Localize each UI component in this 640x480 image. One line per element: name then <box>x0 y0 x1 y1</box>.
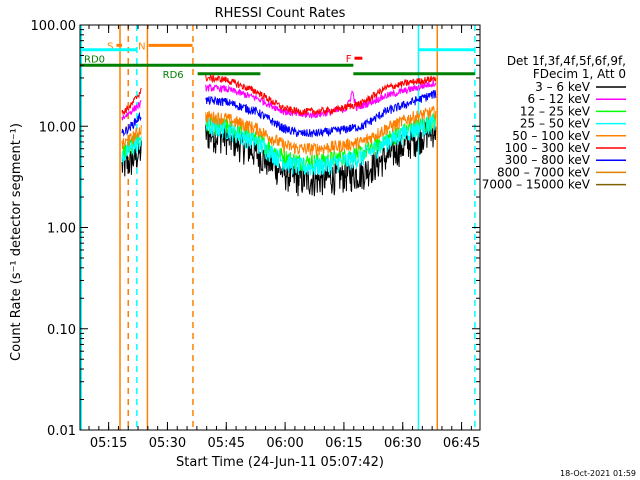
x-tick-label-2: 05:30 <box>149 436 186 451</box>
series-6-line-1 <box>121 100 142 121</box>
x-tick-label-4: 06:00 <box>266 436 303 451</box>
series-4-line-1 <box>121 125 142 150</box>
plot-background <box>80 25 480 430</box>
state-label-N: N <box>138 41 145 52</box>
legend-label-6: 100 – 300 keV <box>505 141 591 155</box>
series-1-line-2 <box>205 119 437 197</box>
legend-label-8: 800 – 7000 keV <box>497 165 591 179</box>
x-tick-label-1: 05:15 <box>90 436 127 451</box>
footer-timestamp: 18-Oct-2021 01:59 <box>560 469 636 478</box>
legend: Det 1f,3f,4f,5f,6f,9f, FDecim 1, Att 0 3… <box>482 54 626 192</box>
x-tick-label-5: 06:15 <box>325 436 362 451</box>
x-tick-label-7: 06:45 <box>443 436 480 451</box>
axes: 0.01 0.10 1.00 10.00 100.00 05:15 05:30 05:45 06… <box>31 19 481 451</box>
plot-area: S N F RD0 RD6 <box>80 25 480 430</box>
y-tick-label-2: 0.10 <box>47 323 76 338</box>
x-tick-label-3: 05:45 <box>208 436 245 451</box>
series-6-line-2 <box>205 80 437 119</box>
y-axis-label: Count Rate (s⁻¹ detector segment⁻¹) <box>9 123 24 361</box>
legend-label-2: 6 – 12 keV <box>528 92 591 106</box>
legend-label-7: 300 – 800 keV <box>505 153 591 167</box>
state-label-S: S <box>107 41 113 52</box>
y-tick-label-4: 10.00 <box>39 120 76 135</box>
series-7-line-2 <box>205 73 437 116</box>
legend-title-line-1: Det 1f,3f,4f,5f,6f,9f, <box>507 54 626 68</box>
legend-label-4: 25 – 50 keV <box>520 117 591 131</box>
y-tick-label-3: 1.00 <box>47 222 76 237</box>
legend-title-line-2: FDecim 1, Att 0 <box>533 67 626 81</box>
legend-label-9: 7000 – 15000 keV <box>482 178 591 192</box>
legend-label-3: 12 – 25 keV <box>520 104 591 118</box>
series-7-line-1 <box>121 87 142 116</box>
rd-label-rd0: RD0 <box>84 54 105 65</box>
chart-title: RHESSI Count Rates <box>215 6 346 21</box>
series-5-line-2 <box>205 89 437 138</box>
legend-label-5: 50 – 100 keV <box>512 129 591 143</box>
state-label-F: F <box>346 54 352 65</box>
legend-label-1: 3 – 6 keV <box>535 80 591 94</box>
x-tick-label-6: 06:30 <box>384 436 421 451</box>
rd-label-rd6: RD6 <box>163 70 184 81</box>
y-tick-label-1: 0.01 <box>47 424 76 439</box>
series-5-line-1 <box>121 111 142 138</box>
y-tick-label-5: 100.00 <box>31 19 77 34</box>
x-axis-label: Start Time (24-Jun-11 05:07:42) <box>176 455 384 470</box>
series-4-line-2 <box>205 105 437 157</box>
